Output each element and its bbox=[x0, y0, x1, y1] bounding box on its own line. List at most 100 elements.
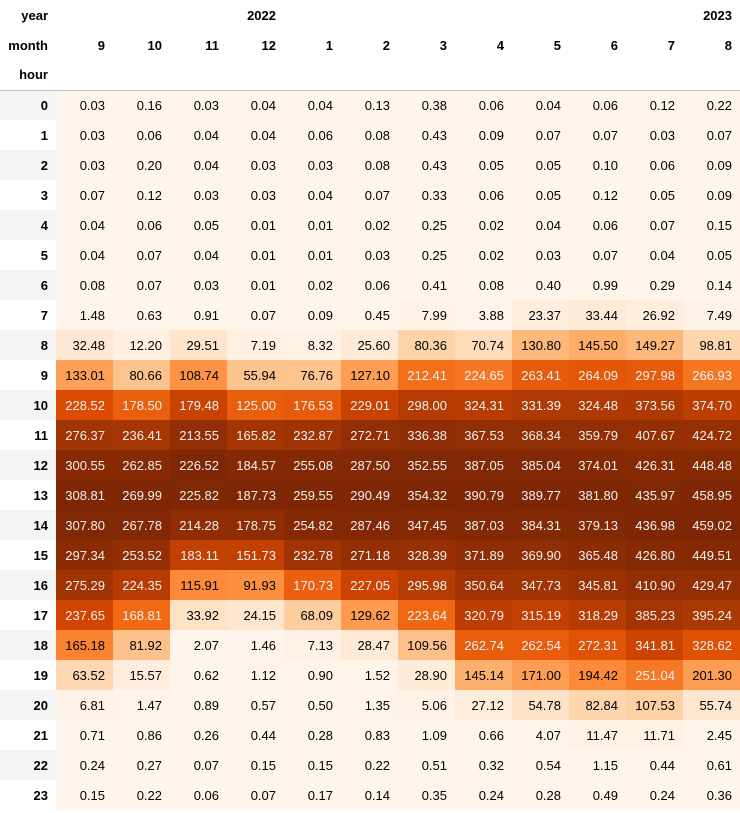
heatmap-cell: 0.03 bbox=[56, 120, 113, 150]
heatmap-cell: 255.08 bbox=[284, 450, 341, 480]
heatmap-cell: 129.62 bbox=[341, 600, 398, 630]
heatmap-cell: 253.52 bbox=[113, 540, 170, 570]
heatmap-cell: 0.01 bbox=[227, 210, 284, 240]
heatmap-cell: 0.06 bbox=[455, 90, 512, 120]
heatmap-cell: 165.18 bbox=[56, 630, 113, 660]
heatmap-cell: 28.90 bbox=[398, 660, 455, 690]
heatmap-cell: 1.15 bbox=[569, 750, 626, 780]
month-label: 4 bbox=[455, 30, 512, 60]
heatmap-cell: 367.53 bbox=[455, 420, 512, 450]
year-label-blank bbox=[170, 0, 227, 30]
heatmap-cell: 0.07 bbox=[341, 180, 398, 210]
month-index-label: month bbox=[0, 30, 56, 60]
heatmap-cell: 271.18 bbox=[341, 540, 398, 570]
hour-label: 19 bbox=[0, 660, 56, 690]
year-label-blank bbox=[626, 0, 683, 30]
heatmap-cell: 1.47 bbox=[113, 690, 170, 720]
heatmap-cell: 0.22 bbox=[683, 90, 740, 120]
heatmap-cell: 0.05 bbox=[455, 150, 512, 180]
heatmap-cell: 345.81 bbox=[569, 570, 626, 600]
heatmap-cell: 3.88 bbox=[455, 300, 512, 330]
heatmap-cell: 359.79 bbox=[569, 420, 626, 450]
heatmap-cell: 272.31 bbox=[569, 630, 626, 660]
heatmap-cell: 0.57 bbox=[227, 690, 284, 720]
heatmap-cell: 0.03 bbox=[170, 180, 227, 210]
table-row: 8 32.48 12.20 29.51 7.19 8.32 25.60 80.36 70.74 1… bbox=[0, 330, 740, 360]
heatmap-cell: 0.15 bbox=[56, 780, 113, 810]
heatmap-cell: 328.39 bbox=[398, 540, 455, 570]
hour-label: 17 bbox=[0, 600, 56, 630]
heatmap-cell: 0.04 bbox=[227, 90, 284, 120]
heatmap-cell: 133.01 bbox=[56, 360, 113, 390]
heatmap-cell: 295.98 bbox=[398, 570, 455, 600]
heatmap-cell: 0.03 bbox=[341, 240, 398, 270]
table-header: year 2022 2023 month 9 10 11 12 1 2 3 4 5 6 7 8 hour bbox=[0, 0, 740, 91]
heatmap-cell: 130.80 bbox=[512, 330, 569, 360]
hour-label: 14 bbox=[0, 510, 56, 540]
heatmap-cell: 232.78 bbox=[284, 540, 341, 570]
heatmap-cell: 436.98 bbox=[626, 510, 683, 540]
heatmap-cell: 0.24 bbox=[455, 780, 512, 810]
heatmap-cell: 458.95 bbox=[683, 480, 740, 510]
heatmap-cell: 201.30 bbox=[683, 660, 740, 690]
heatmap-cell: 0.07 bbox=[227, 300, 284, 330]
heatmap-cell: 0.04 bbox=[284, 90, 341, 120]
hour-label: 1 bbox=[0, 120, 56, 150]
heatmap-cell: 98.81 bbox=[683, 330, 740, 360]
heatmap-cell: 0.24 bbox=[626, 780, 683, 810]
table-row: 2 0.03 0.20 0.04 0.03 0.03 0.08 0.43 0.05 0.05 0.1… bbox=[0, 150, 740, 180]
heatmap-cell: 0.63 bbox=[113, 300, 170, 330]
heatmap-cell: 237.65 bbox=[56, 600, 113, 630]
heatmap-cell: 298.00 bbox=[398, 390, 455, 420]
heatmap-cell: 0.03 bbox=[170, 90, 227, 120]
heatmap-cell: 108.74 bbox=[170, 360, 227, 390]
heatmap-cell: 297.98 bbox=[626, 360, 683, 390]
heatmap-cell: 184.57 bbox=[227, 450, 284, 480]
table-row: 19 63.52 15.57 0.62 1.12 0.90 1.52 28.90 145.14 1… bbox=[0, 660, 740, 690]
heatmap-cell: 80.36 bbox=[398, 330, 455, 360]
heatmap-cell: 0.02 bbox=[284, 270, 341, 300]
month-label: 2 bbox=[341, 30, 398, 60]
heatmap-cell: 145.50 bbox=[569, 330, 626, 360]
heatmap-cell: 0.41 bbox=[398, 270, 455, 300]
heatmap-cell: 115.91 bbox=[170, 570, 227, 600]
heatmap-cell: 176.53 bbox=[284, 390, 341, 420]
heatmap-cell: 368.34 bbox=[512, 420, 569, 450]
heatmap-cell: 0.03 bbox=[170, 270, 227, 300]
heatmap-cell: 0.07 bbox=[683, 120, 740, 150]
year-label-blank bbox=[569, 0, 626, 30]
table-row: 1 0.03 0.06 0.04 0.04 0.06 0.08 0.43 0.09 0.07 0.0… bbox=[0, 120, 740, 150]
heatmap-cell: 151.73 bbox=[227, 540, 284, 570]
heatmap-cell: 125.00 bbox=[227, 390, 284, 420]
heatmap-cell: 0.13 bbox=[341, 90, 398, 120]
heatmap-cell: 12.20 bbox=[113, 330, 170, 360]
heatmap-cell: 0.04 bbox=[170, 150, 227, 180]
hour-index-label: hour bbox=[0, 60, 56, 91]
heatmap-cell: 2.45 bbox=[683, 720, 740, 750]
heatmap-cell: 0.06 bbox=[113, 210, 170, 240]
heatmap-cell: 0.01 bbox=[284, 210, 341, 240]
hour-label: 3 bbox=[0, 180, 56, 210]
table-row: 22 0.24 0.27 0.07 0.15 0.15 0.22 0.51 0.32 0.54 1.… bbox=[0, 750, 740, 780]
heatmap-cell: 0.07 bbox=[113, 270, 170, 300]
heatmap-cell: 410.90 bbox=[626, 570, 683, 600]
heatmap-cell: 0.04 bbox=[512, 90, 569, 120]
heatmap-cell: 0.14 bbox=[683, 270, 740, 300]
hour-label: 10 bbox=[0, 390, 56, 420]
heatmap-cell: 324.48 bbox=[569, 390, 626, 420]
heatmap-cell: 0.04 bbox=[170, 120, 227, 150]
heatmap-cell: 0.22 bbox=[341, 750, 398, 780]
heatmap-cell: 341.81 bbox=[626, 630, 683, 660]
month-label: 5 bbox=[512, 30, 569, 60]
heatmap-cell: 183.11 bbox=[170, 540, 227, 570]
heatmap-cell: 224.35 bbox=[113, 570, 170, 600]
month-label: 7 bbox=[626, 30, 683, 60]
heatmap-cell: 168.81 bbox=[113, 600, 170, 630]
heatmap-cell: 272.71 bbox=[341, 420, 398, 450]
heatmap-cell: 0.01 bbox=[284, 240, 341, 270]
heatmap-cell: 275.29 bbox=[56, 570, 113, 600]
table-row: 14 307.80 267.78 214.28 178.75 254.82 287.46 34… bbox=[0, 510, 740, 540]
header-blank-cell bbox=[170, 60, 227, 91]
heatmap-cell: 0.51 bbox=[398, 750, 455, 780]
heatmap-cell: 212.41 bbox=[398, 360, 455, 390]
